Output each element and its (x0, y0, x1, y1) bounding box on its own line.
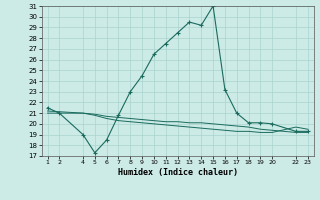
X-axis label: Humidex (Indice chaleur): Humidex (Indice chaleur) (118, 168, 237, 177)
